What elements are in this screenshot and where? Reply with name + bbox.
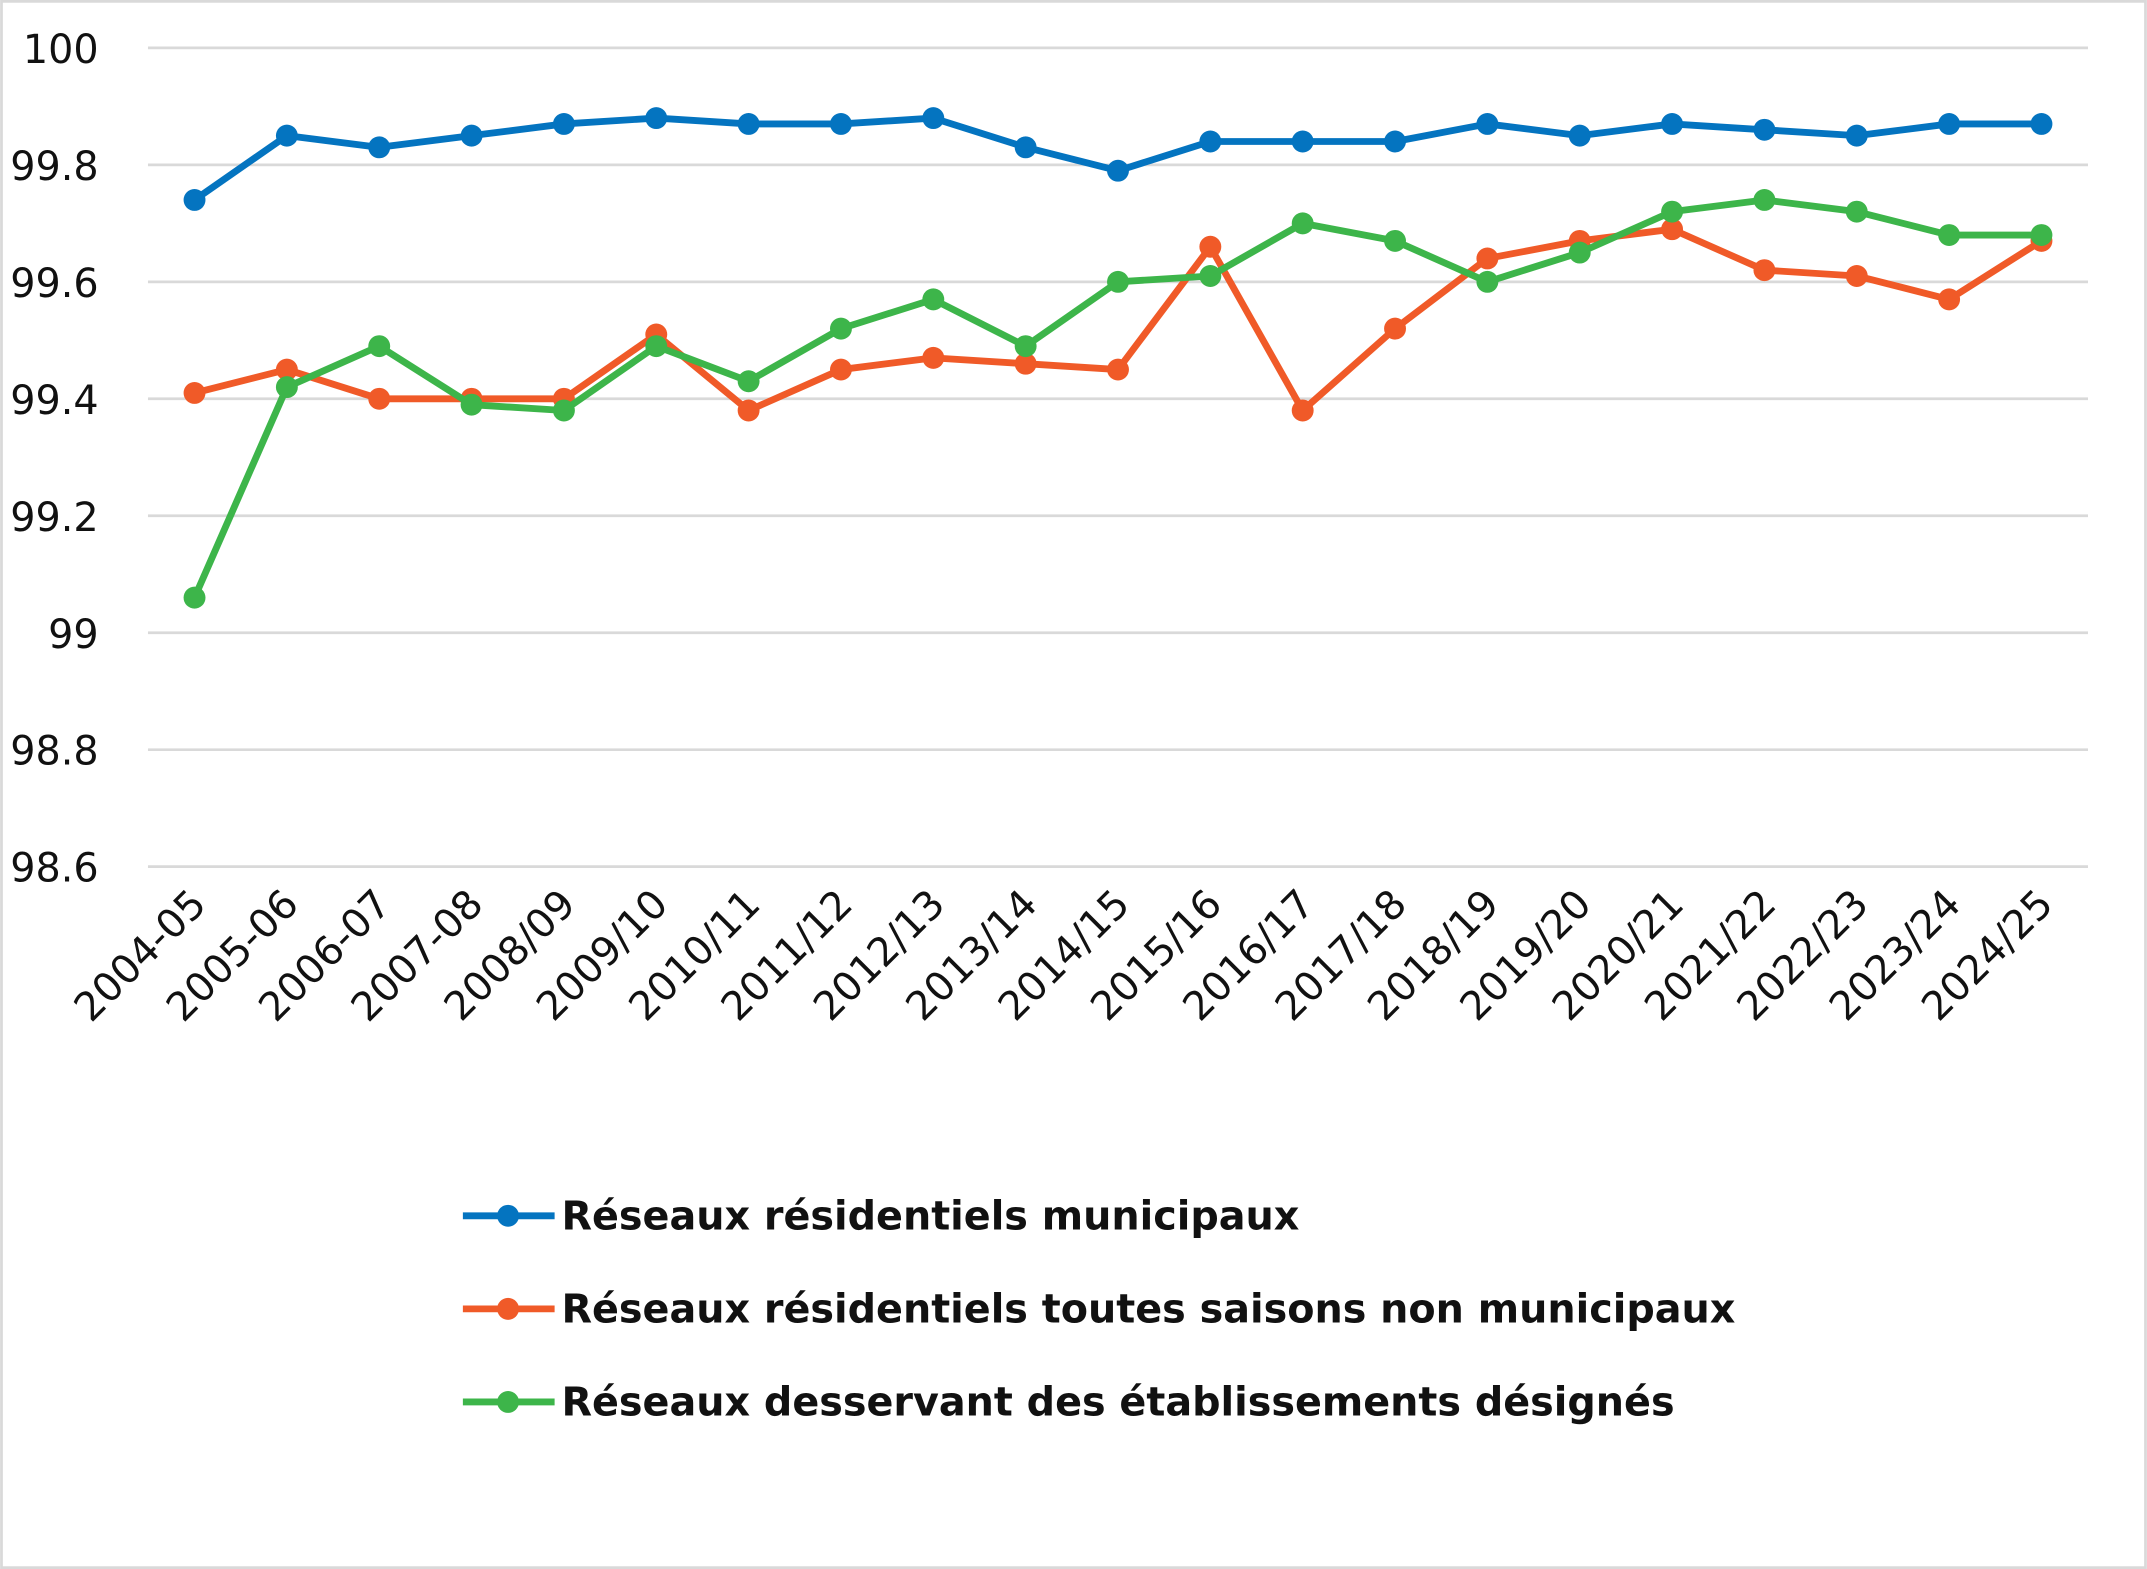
data-point: [275, 124, 298, 147]
data-point: [1199, 265, 1222, 287]
data-point: [830, 358, 852, 381]
data-point: [1107, 358, 1129, 381]
data-point: [1476, 112, 1499, 135]
legend-label: Réseaux desservant des établissements dé…: [561, 1380, 1674, 1426]
data-point: [183, 189, 206, 211]
data-point: [1014, 136, 1037, 159]
y-tick-label: 98.6: [10, 846, 98, 892]
data-point: [922, 288, 945, 311]
data-point: [368, 387, 391, 410]
data-point: [1107, 159, 1129, 182]
data-point: [737, 399, 760, 422]
data-point: [1661, 218, 1684, 241]
data-point: [1938, 224, 1961, 247]
data-point: [1014, 335, 1037, 358]
data-point: [552, 112, 575, 135]
data-point: [2030, 224, 2053, 247]
data-point: [830, 317, 852, 340]
data-point: [368, 136, 391, 159]
legend-marker: [497, 1391, 520, 1413]
data-point: [1568, 124, 1591, 147]
data-point: [1753, 118, 1776, 141]
data-point: [275, 358, 298, 381]
data-point: [1661, 200, 1684, 223]
y-tick-label: 98.8: [10, 729, 98, 775]
data-point: [922, 107, 945, 130]
data-point: [1845, 265, 1868, 287]
data-point: [1938, 112, 1961, 135]
y-tick-label: 99.4: [10, 378, 98, 424]
data-point: [645, 107, 668, 130]
data-point: [1476, 247, 1499, 270]
y-tick-label: 99.6: [10, 261, 98, 307]
data-point: [1384, 130, 1406, 153]
data-point: [1384, 317, 1406, 340]
data-point: [368, 335, 391, 358]
data-point: [1753, 189, 1776, 211]
legend-marker: [497, 1204, 520, 1227]
legend-label: Réseaux résidentiels municipaux: [561, 1193, 1299, 1239]
data-point: [2030, 112, 2053, 135]
data-point: [1845, 200, 1868, 223]
data-point: [830, 112, 852, 135]
data-point: [922, 346, 945, 369]
y-tick-label: 99.2: [10, 495, 98, 541]
data-point: [1845, 124, 1868, 147]
data-point: [1107, 270, 1129, 293]
data-point: [1568, 241, 1591, 264]
y-tick-label: 100: [23, 27, 99, 73]
data-point: [1199, 130, 1222, 153]
legend-marker: [497, 1297, 520, 1320]
data-point: [737, 112, 760, 135]
data-point: [1014, 352, 1037, 375]
data-point: [737, 370, 760, 393]
data-point: [183, 586, 206, 609]
y-tick-label: 99: [48, 612, 99, 658]
data-point: [1753, 259, 1776, 282]
data-point: [275, 376, 298, 399]
data-point: [1291, 399, 1314, 422]
data-point: [1199, 235, 1222, 258]
data-point: [1291, 212, 1314, 235]
data-point: [1938, 288, 1961, 311]
data-point: [552, 399, 575, 422]
data-point: [460, 124, 483, 147]
data-point: [460, 393, 483, 416]
data-point: [1384, 229, 1406, 252]
y-tick-label: 99.8: [10, 144, 98, 190]
data-point: [1291, 130, 1314, 153]
data-point: [1476, 270, 1499, 293]
data-point: [183, 382, 206, 404]
legend-label: Réseaux résidentiels toutes saisons non …: [561, 1287, 1735, 1333]
data-point: [1661, 112, 1684, 135]
data-point: [645, 335, 668, 358]
